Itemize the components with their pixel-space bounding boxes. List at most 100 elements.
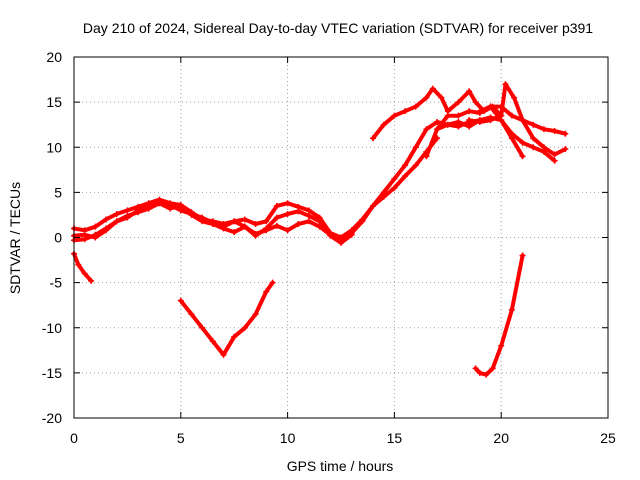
data-point	[273, 222, 280, 229]
data-point	[562, 130, 569, 137]
x-tick-label: 5	[177, 430, 185, 446]
data-point	[241, 216, 248, 223]
data-point	[199, 218, 206, 225]
data-point	[103, 216, 110, 223]
data-point	[295, 220, 302, 227]
data-point	[252, 220, 259, 227]
data-point	[167, 205, 174, 212]
data-point	[177, 297, 184, 304]
data-point	[455, 99, 462, 106]
data-point	[487, 103, 494, 110]
data-point	[209, 220, 216, 227]
y-tick-label: -5	[50, 275, 63, 291]
data-point	[402, 108, 409, 115]
y-tick-label: -10	[42, 320, 62, 336]
data-point	[511, 94, 518, 101]
data-point	[220, 351, 227, 358]
data-point	[92, 234, 99, 241]
data-point	[220, 225, 227, 232]
data-point	[429, 85, 436, 92]
y-tick-label: 10	[46, 139, 62, 155]
data-point	[402, 162, 409, 169]
data-point	[231, 218, 238, 225]
x-tick-label: 10	[280, 430, 296, 446]
data-point	[508, 112, 515, 119]
data-point	[273, 202, 280, 209]
data-point	[103, 227, 110, 234]
series-line-track-i	[72, 251, 94, 283]
axis-ticks: 0 5 10 15 20 25 -20 -15 -10 -5 0 5 10 15 20	[42, 49, 616, 446]
data-point	[508, 306, 515, 313]
data-point	[466, 108, 473, 115]
y-tick-label: -15	[42, 365, 62, 381]
data-point	[476, 117, 483, 124]
data-point	[540, 126, 547, 133]
x-tick-label: 25	[600, 430, 616, 446]
data-point	[412, 103, 419, 110]
x-tick-label: 0	[70, 430, 78, 446]
data-point	[241, 324, 248, 331]
x-tick-label: 15	[387, 430, 403, 446]
data-point	[438, 94, 445, 101]
data-point	[483, 371, 490, 378]
data-point	[530, 135, 537, 142]
data-point	[472, 99, 479, 106]
data-point	[263, 218, 270, 225]
data-point	[113, 218, 120, 225]
data-point	[81, 231, 88, 238]
data-point	[263, 225, 270, 232]
data-point	[455, 112, 462, 119]
data-point	[476, 108, 483, 115]
data-point	[519, 252, 526, 259]
y-tick-label: -20	[42, 410, 62, 426]
data-point	[476, 369, 483, 376]
data-point	[124, 214, 131, 221]
data-point	[338, 239, 344, 246]
data-point	[348, 231, 355, 238]
data-point	[455, 123, 462, 130]
data-point	[519, 117, 526, 124]
series-layer	[71, 81, 569, 378]
data-point	[498, 342, 505, 349]
data-point	[487, 114, 494, 121]
data-point	[530, 144, 537, 151]
data-point	[145, 202, 152, 209]
data-point	[75, 261, 82, 268]
data-point	[252, 311, 259, 318]
data-point	[412, 144, 419, 151]
data-point	[423, 126, 430, 133]
data-point	[305, 212, 312, 219]
y-tick-label: 15	[46, 94, 62, 110]
data-point	[124, 207, 131, 214]
data-point	[444, 121, 451, 128]
data-point	[370, 135, 377, 142]
data-point	[188, 311, 195, 318]
data-point	[305, 218, 312, 225]
data-point	[472, 365, 479, 372]
data-point	[135, 207, 142, 214]
data-point	[498, 117, 505, 124]
data-point	[177, 202, 184, 209]
data-point	[199, 324, 206, 331]
data-point	[508, 135, 515, 142]
data-point	[391, 184, 398, 191]
y-tick-label: 5	[54, 184, 62, 200]
data-point	[113, 211, 120, 218]
data-point	[81, 270, 88, 277]
data-point	[434, 118, 441, 125]
data-point	[466, 118, 473, 125]
data-point	[88, 277, 95, 284]
series-line-track-j	[178, 280, 275, 357]
data-point	[380, 193, 387, 200]
data-point	[466, 88, 473, 95]
data-point	[444, 112, 451, 119]
data-point	[502, 81, 509, 88]
y-tick-label: 0	[54, 230, 62, 246]
data-point	[273, 214, 280, 221]
data-point	[252, 232, 259, 239]
data-point	[519, 153, 526, 160]
data-point	[92, 223, 99, 230]
data-point	[188, 211, 195, 218]
data-point	[412, 162, 419, 169]
